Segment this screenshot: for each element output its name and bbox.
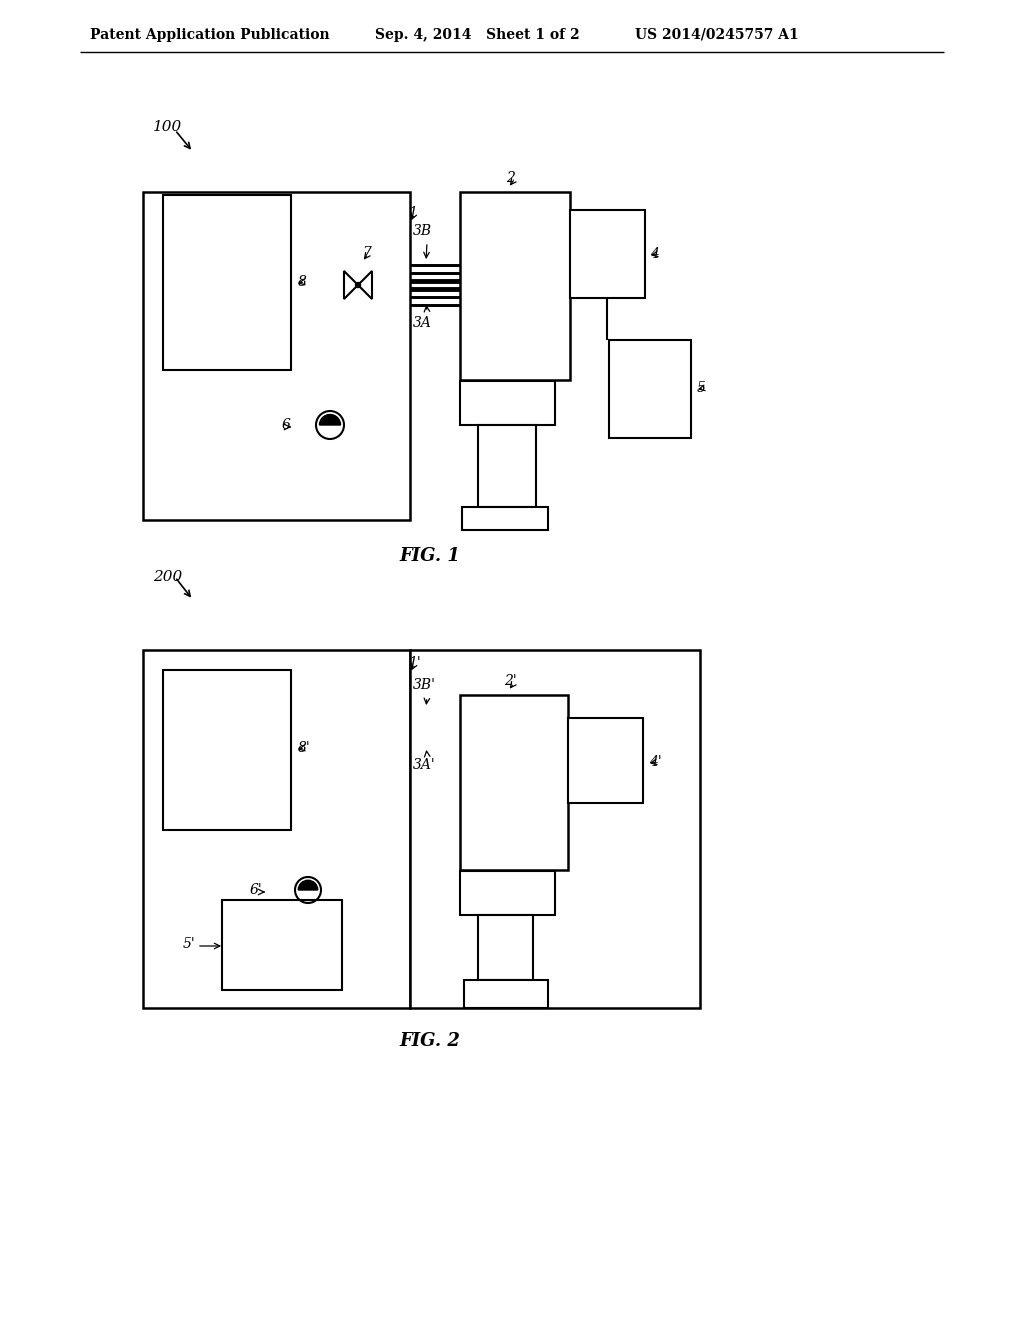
Text: 3B: 3B	[413, 224, 432, 238]
Bar	[609, 341, 691, 438]
Bar	[462, 507, 548, 531]
Bar	[222, 900, 342, 990]
Bar	[143, 191, 410, 520]
Text: 2: 2	[506, 172, 514, 185]
Wedge shape	[298, 880, 317, 890]
Text: FIG. 2: FIG. 2	[399, 1032, 461, 1049]
Text: 5: 5	[697, 381, 706, 395]
Text: 8': 8'	[298, 741, 310, 755]
Text: Sep. 4, 2014   Sheet 1 of 2: Sep. 4, 2014 Sheet 1 of 2	[375, 28, 580, 42]
Bar	[460, 696, 568, 870]
Text: 3B': 3B'	[413, 678, 436, 692]
Bar	[460, 871, 555, 915]
Text: 1': 1'	[408, 656, 421, 671]
Text: 100: 100	[153, 120, 182, 135]
Text: 200: 200	[153, 570, 182, 583]
Bar	[410, 649, 700, 1008]
Bar	[570, 210, 645, 298]
Text: Patent Application Publication: Patent Application Publication	[90, 28, 330, 42]
Bar	[478, 425, 536, 507]
Wedge shape	[319, 414, 341, 425]
Text: 4': 4'	[649, 755, 662, 770]
Text: 3A: 3A	[413, 315, 432, 330]
Circle shape	[355, 282, 360, 288]
Text: 5': 5'	[182, 937, 195, 950]
Bar	[163, 671, 291, 830]
Text: 3A': 3A'	[413, 758, 436, 772]
Polygon shape	[358, 271, 372, 300]
Text: 6': 6'	[249, 883, 262, 898]
Text: 7: 7	[362, 246, 371, 260]
Bar	[568, 718, 643, 803]
Bar	[163, 195, 291, 370]
Text: 6: 6	[282, 418, 290, 432]
Bar	[478, 915, 534, 979]
Text: 8: 8	[298, 275, 307, 289]
Text: 2': 2'	[504, 675, 516, 688]
Text: 1: 1	[408, 206, 417, 220]
Bar	[460, 191, 570, 380]
Text: FIG. 1: FIG. 1	[399, 546, 461, 565]
Text: US 2014/0245757 A1: US 2014/0245757 A1	[635, 28, 799, 42]
Polygon shape	[344, 271, 358, 300]
Bar	[460, 381, 555, 425]
Text: 4: 4	[650, 247, 658, 261]
Bar	[464, 979, 548, 1008]
Bar	[143, 649, 410, 1008]
